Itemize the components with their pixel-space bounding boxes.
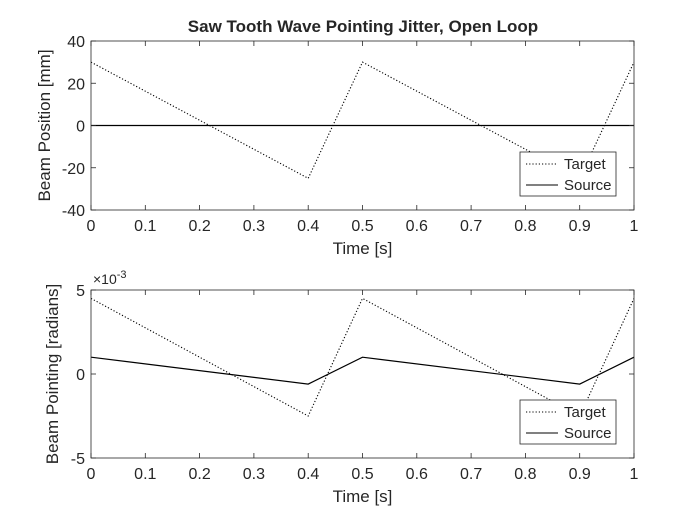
legend-label-source: Source bbox=[564, 425, 612, 442]
x-tick-label: 0.8 bbox=[514, 218, 536, 235]
x-tick-label: 0.1 bbox=[134, 218, 156, 235]
y-tick-label: -5 bbox=[71, 451, 85, 468]
x-tick-label: 0.6 bbox=[406, 466, 428, 483]
x-tick-label: 0.5 bbox=[351, 218, 373, 235]
legend: Target Source bbox=[519, 151, 617, 197]
x-tick-label: 0 bbox=[87, 466, 96, 483]
legend-label-source: Source bbox=[564, 177, 612, 194]
x-tick-label: 0.7 bbox=[460, 466, 482, 483]
x-tick-label: 0.2 bbox=[188, 466, 210, 483]
x-tick-label: 0.3 bbox=[243, 218, 265, 235]
y-tick-label: 20 bbox=[67, 76, 85, 93]
y-tick-label: -20 bbox=[62, 161, 85, 178]
y-axis-label: Beam Pointing [radians] bbox=[43, 284, 62, 465]
y-tick-label: 0 bbox=[76, 119, 85, 136]
y-tick-label: 40 bbox=[67, 34, 85, 51]
x-tick-label: 0.4 bbox=[297, 218, 319, 235]
x-tick-label: 0.5 bbox=[351, 466, 373, 483]
series-group bbox=[91, 297, 634, 417]
y-axis-label: Beam Position [mm] bbox=[35, 49, 54, 201]
series-group bbox=[91, 61, 634, 180]
x-tick-label: 0.8 bbox=[514, 466, 536, 483]
legend-box bbox=[519, 151, 617, 197]
y-tick-label: 0 bbox=[76, 367, 85, 384]
legend-label-target: Target bbox=[564, 404, 607, 421]
series-line-source bbox=[91, 356, 634, 385]
x-axis-label: Time [s] bbox=[333, 487, 393, 506]
x-tick-label: 0.7 bbox=[460, 218, 482, 235]
legend-label-target: Target bbox=[564, 156, 607, 173]
y-tick-label: 5 bbox=[76, 283, 85, 300]
axes-top: 0 0.1 0.2 0.3 0.4 0.5 0.6 0.7 0.8 0.9 1 -40 -20 0 20 40… bbox=[35, 34, 639, 258]
legend: Target Source bbox=[519, 399, 617, 445]
x-tick-label: 0.2 bbox=[188, 218, 210, 235]
x-tick-label: 0.3 bbox=[243, 466, 265, 483]
x-tick-label: 1 bbox=[630, 218, 639, 235]
series-line-target bbox=[91, 61, 634, 180]
y-exponent-label: ×10-3 bbox=[93, 269, 127, 287]
x-tick-label: 0.6 bbox=[406, 218, 428, 235]
legend-box bbox=[519, 399, 617, 445]
x-axis-label: Time [s] bbox=[333, 239, 393, 258]
x-tick-label: 1 bbox=[630, 466, 639, 483]
x-tick-label: 0.1 bbox=[134, 466, 156, 483]
y-tick-label: -40 bbox=[62, 203, 85, 220]
x-tick-label: 0 bbox=[87, 218, 96, 235]
chart-title: Saw Tooth Wave Pointing Jitter, Open Loo… bbox=[188, 17, 538, 36]
x-tick-label: 0.9 bbox=[569, 218, 591, 235]
x-tick-label: 0.9 bbox=[569, 466, 591, 483]
series-line-target bbox=[91, 297, 634, 417]
x-tick-label: 0.4 bbox=[297, 466, 319, 483]
